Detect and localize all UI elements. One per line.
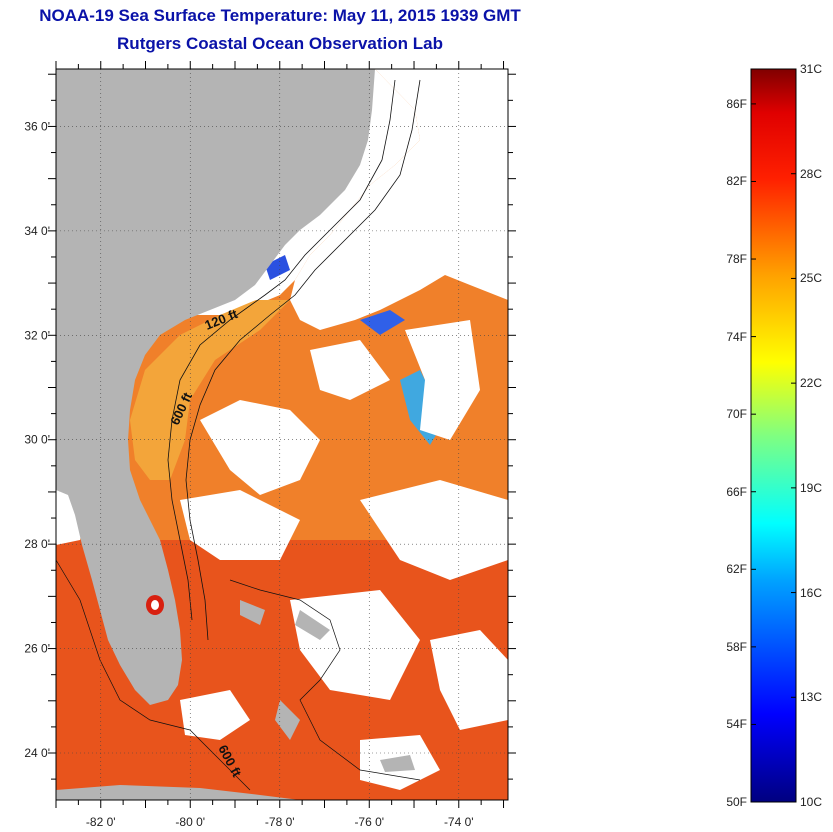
map-frame (55, 68, 509, 801)
colorbar-fahrenheit-label: 86F (726, 96, 747, 111)
colorbar-celsius-label: 16C (800, 585, 823, 600)
colorbar-fahrenheit-label: 78F (726, 252, 747, 267)
lon-label: -76 0' (354, 815, 384, 829)
contour-gulf (56, 559, 251, 791)
colorbar-fahrenheit-label: 58F (726, 639, 747, 654)
colorbar-celsius-label: 25C (800, 271, 823, 286)
cloud-patch (405, 320, 480, 440)
colorbar-fahrenheit-label: 50F (726, 795, 747, 809)
longitude-labels: -82 0' -80 0' -78 0' -76 0' -74 0' (86, 815, 474, 829)
colorbar-fahrenheit-label: 62F (726, 562, 747, 577)
colorbar-fahrenheit-label: 54F (726, 717, 747, 732)
map-title: NOAA-19 Sea Surface Temperature: May 11,… (39, 6, 521, 25)
cloud-patch (180, 690, 250, 740)
bahamas-island (295, 610, 330, 640)
latitude-labels: 36 0' 34 0' 32 0' 30 0' 28 0' 26 0' 24 0' (24, 119, 50, 760)
cloud-patch (200, 400, 320, 495)
cloud-patch (180, 490, 300, 560)
lat-label: 24 0' (24, 746, 50, 760)
lake-center (151, 600, 159, 610)
bahamas-island (380, 755, 415, 772)
cloud-patch (360, 480, 508, 580)
lon-label: -82 0' (86, 815, 116, 829)
colorbar (750, 68, 797, 803)
cloud-patch (290, 590, 420, 700)
cloud-patch (310, 340, 390, 400)
lat-label: 26 0' (24, 642, 50, 656)
cold-patch (265, 255, 290, 280)
colorbar-fahrenheit-label: 66F (726, 484, 747, 499)
coastal-cool-band (130, 300, 290, 480)
colorbar-ticks (751, 68, 796, 803)
map-subtitle: Rutgers Coastal Ocean Observation Lab (117, 34, 443, 53)
colorbar-celsius-label: 28C (800, 166, 823, 181)
frame-ticks (48, 61, 516, 808)
colorbar-fahrenheit-label: 74F (726, 329, 747, 344)
lat-label: 28 0' (24, 537, 50, 551)
lon-label: -80 0' (175, 815, 205, 829)
bahamas-island (275, 700, 300, 740)
cold-patch (360, 310, 405, 335)
colorbar-celsius-label: 19C (800, 480, 823, 495)
graticule (56, 69, 508, 800)
colorbar-fahrenheit-label: 70F (726, 407, 747, 422)
colorbar-fahrenheit-label: 82F (726, 174, 747, 189)
cloud-patch (430, 630, 508, 730)
lat-label: 32 0' (24, 328, 50, 342)
contour-120ft (167, 79, 396, 621)
bahamas-island (240, 600, 265, 625)
contour-600ft (185, 79, 421, 641)
land-mass-florida-carolinas (56, 69, 375, 705)
lat-label: 36 0' (24, 119, 50, 133)
colorbar-celsius-label: 10C (800, 795, 823, 809)
lon-label: -74 0' (444, 815, 474, 829)
cloud-cover-north (290, 69, 508, 330)
colorbar-celsius-label: 22C (800, 376, 823, 391)
lon-label: -78 0' (265, 815, 295, 829)
colorbar-celsius-label: 13C (800, 690, 823, 705)
lat-label: 30 0' (24, 433, 50, 447)
contour-bahamas (229, 579, 421, 781)
colorbar-celsius-label: 31C (800, 62, 823, 76)
lat-label: 34 0' (24, 224, 50, 238)
land-mass-cuba (56, 785, 300, 800)
